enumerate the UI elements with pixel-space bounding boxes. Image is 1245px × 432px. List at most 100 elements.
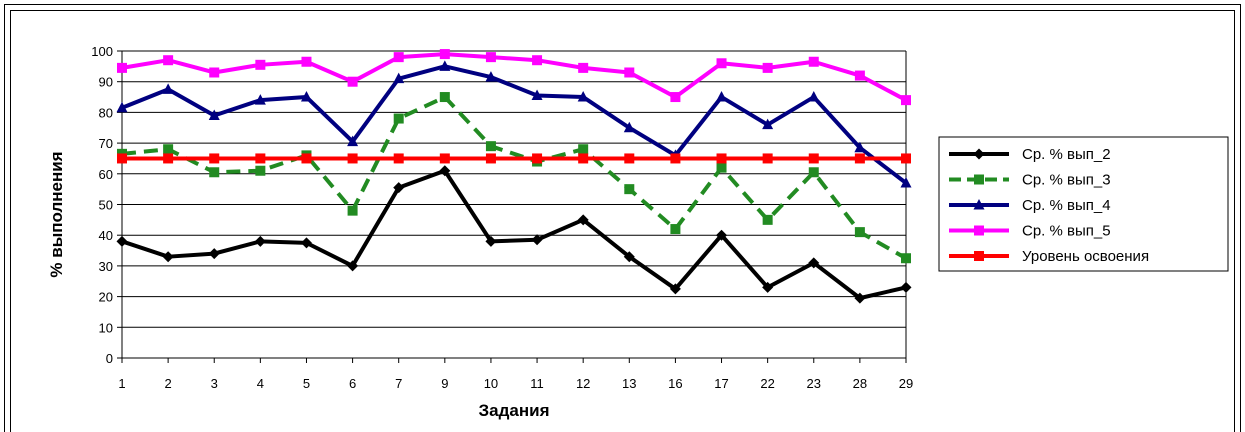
data-point — [300, 237, 312, 249]
data-point — [900, 281, 912, 293]
data-point — [485, 141, 496, 152]
x-tick-label: 23 — [807, 376, 821, 391]
y-axis-title: % выполнения — [47, 151, 66, 277]
data-point — [162, 83, 174, 94]
legend-label: Ср. % вып_5 — [1022, 223, 1111, 240]
data-point — [439, 153, 450, 164]
data-point — [255, 59, 266, 70]
legend-entry: Ср. % вып_2 — [949, 146, 1111, 163]
x-tick-label: 1 — [118, 376, 125, 391]
data-point — [716, 162, 727, 173]
data-point — [347, 153, 358, 164]
legend-marker — [973, 199, 985, 210]
data-point — [117, 153, 127, 164]
y-tick-label: 70 — [99, 136, 113, 151]
data-point — [347, 76, 358, 87]
data-point — [439, 49, 450, 60]
legend-marker — [974, 174, 984, 185]
legend-label: Ср. % вып_3 — [1022, 172, 1111, 189]
data-point — [854, 227, 865, 238]
y-tick-label: 60 — [99, 167, 113, 182]
data-point — [208, 109, 220, 120]
data-point — [301, 56, 312, 67]
x-tick-label: 17 — [714, 376, 728, 391]
data-point — [854, 141, 866, 153]
data-point — [808, 153, 819, 164]
data-point — [163, 153, 174, 164]
data-point — [808, 167, 819, 178]
y-tick-label: 20 — [99, 290, 113, 305]
grid — [122, 50, 906, 328]
x-tick-label: 22 — [760, 376, 774, 391]
x-tick-label: 5 — [303, 376, 310, 391]
x-tick-label: 4 — [257, 376, 264, 391]
legend-label: Ср. % вып_4 — [1022, 197, 1111, 214]
data-point — [532, 55, 543, 66]
inner-frame — [10, 10, 1235, 432]
data-point — [163, 144, 174, 155]
y-tick-label: 90 — [99, 75, 113, 90]
data-point — [162, 251, 174, 263]
data-point — [439, 92, 450, 103]
series-line — [121, 95, 907, 260]
data-point — [117, 62, 127, 73]
data-point — [347, 205, 358, 216]
data-point — [578, 144, 589, 155]
series-2 — [117, 92, 911, 264]
legend-marker — [974, 225, 984, 236]
y-tick-label: 100 — [91, 44, 113, 59]
data-point — [300, 91, 312, 102]
data-point — [116, 235, 128, 247]
legend-entry: Ср. % вып_4 — [949, 197, 1111, 214]
x-tick-label: 7 — [395, 376, 402, 391]
data-point — [900, 177, 912, 188]
data-point — [716, 91, 728, 102]
y-tick-label: 30 — [99, 259, 113, 274]
data-point — [209, 67, 220, 78]
data-point — [623, 251, 635, 263]
x-tick-label: 16 — [668, 376, 682, 391]
data-point — [393, 153, 404, 164]
data-point — [254, 235, 266, 247]
data-point — [393, 182, 405, 194]
data-point — [716, 229, 728, 241]
data-point — [762, 62, 773, 73]
data-point — [716, 153, 727, 164]
legend-label: Ср. % вып_2 — [1022, 146, 1111, 163]
legend: Ср. % вып_2 Ср. % вып_3 Ср. % вып_4 Ср. % в… — [938, 136, 1229, 272]
data-point — [808, 56, 819, 67]
data-point — [624, 153, 635, 164]
x-tick-label: 10 — [484, 376, 498, 391]
data-point — [623, 121, 635, 133]
y-tick-label: 50 — [99, 198, 113, 213]
y-tick-label: 10 — [99, 320, 113, 335]
data-point — [901, 95, 911, 106]
legend-marker — [973, 148, 985, 160]
data-point — [901, 153, 911, 164]
data-point — [624, 67, 635, 78]
series-group — [116, 49, 912, 304]
legend-entry: Ср. % вып_3 — [949, 172, 1111, 189]
series-1 — [116, 165, 912, 304]
data-point — [578, 153, 589, 164]
series-line — [121, 64, 908, 185]
data-point — [116, 101, 128, 113]
data-point — [854, 153, 865, 164]
data-point — [624, 184, 635, 195]
y-tick-label: 0 — [106, 351, 113, 366]
data-point — [670, 92, 681, 103]
x-tick-label: 28 — [853, 376, 867, 391]
x-axis-title: Задания — [479, 401, 550, 420]
data-point — [255, 153, 266, 164]
data-point — [578, 62, 589, 73]
data-point — [716, 58, 727, 69]
x-tick-label: 3 — [211, 376, 218, 391]
data-point — [577, 91, 589, 102]
data-point — [209, 153, 220, 164]
x-tick-label: 2 — [165, 376, 172, 391]
x-tick-label: 9 — [441, 376, 448, 391]
x-tick-label: 6 — [349, 376, 356, 391]
series-5 — [117, 153, 911, 164]
series-4 — [117, 49, 911, 106]
